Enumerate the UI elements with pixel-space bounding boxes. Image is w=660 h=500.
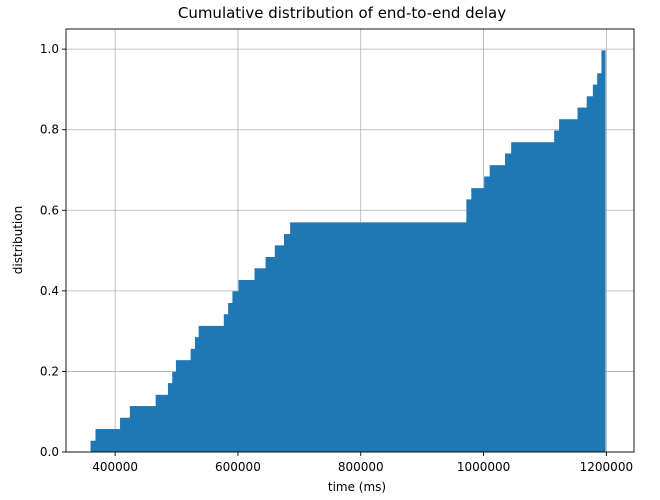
cdf-step-bar <box>290 222 297 452</box>
cdf-step-bar <box>194 337 200 452</box>
x-axis-label: time (ms) <box>328 480 386 494</box>
cdf-step-bar <box>223 314 229 452</box>
cdf-step-bar <box>120 417 131 452</box>
cdf-step-bar <box>129 406 157 452</box>
chart-title: Cumulative distribution of end-to-end de… <box>178 4 506 22</box>
cdf-step-bar <box>274 245 285 452</box>
cdf-step-bar <box>559 119 578 453</box>
cdf-step-bar <box>172 371 177 452</box>
cdf-step-bar <box>155 394 169 452</box>
plot-frame <box>65 28 635 453</box>
cdf-step-bar <box>601 50 606 452</box>
cdf-step-bar <box>296 222 467 452</box>
cdf-step-bar <box>471 188 485 452</box>
cdf-step-bar <box>484 176 491 452</box>
cdf-step-bar <box>95 429 121 452</box>
x-tick-label: 1200000 <box>580 460 633 474</box>
cdf-step-bar <box>254 268 266 452</box>
cdf-step-bar <box>283 234 291 452</box>
cdf-step-bar <box>592 84 598 452</box>
cdf-step-bar <box>190 348 196 452</box>
y-tick-label: 0.6 <box>40 203 59 217</box>
y-tick-label: 0.4 <box>40 284 59 298</box>
cdf-step-bar <box>198 325 225 452</box>
ticks: 400000 600000 800000 1000000 1200000 0.0 0.2 0.… <box>40 42 633 474</box>
cdf-step-bar <box>228 302 233 452</box>
y-tick-label: 0.0 <box>40 445 59 459</box>
cdf-step-bar <box>167 383 173 452</box>
cdf-step-bar <box>554 130 560 452</box>
x-tick-label: 1000000 <box>457 460 510 474</box>
y-axis-label: distribution <box>11 206 25 274</box>
cdf-step-bar <box>524 142 555 452</box>
cdf-step-bar <box>175 360 192 452</box>
cdf-step-bar <box>514 142 526 452</box>
cdf-step-bar <box>511 142 515 452</box>
cdf-step-bar <box>466 199 472 452</box>
cdf-steps <box>90 50 606 453</box>
y-tick-label: 1.0 <box>40 42 59 56</box>
x-tick-label: 400000 <box>92 460 138 474</box>
cdf-step-bar <box>597 73 602 453</box>
x-tick-label: 600000 <box>215 460 261 474</box>
cdf-step-bar <box>586 96 594 452</box>
y-tick-label: 0.2 <box>40 364 59 378</box>
x-tick-label: 800000 <box>338 460 384 474</box>
cdf-step-bar <box>505 153 512 453</box>
cdf-step-bar <box>232 291 239 452</box>
cdf-step-bar <box>90 440 96 452</box>
cdf-step-bar <box>577 107 588 453</box>
cdf-step-bar <box>265 257 276 452</box>
y-tick-label: 0.8 <box>40 123 59 137</box>
cdf-step-bar <box>489 165 506 452</box>
cdf-step-bar <box>238 279 255 452</box>
